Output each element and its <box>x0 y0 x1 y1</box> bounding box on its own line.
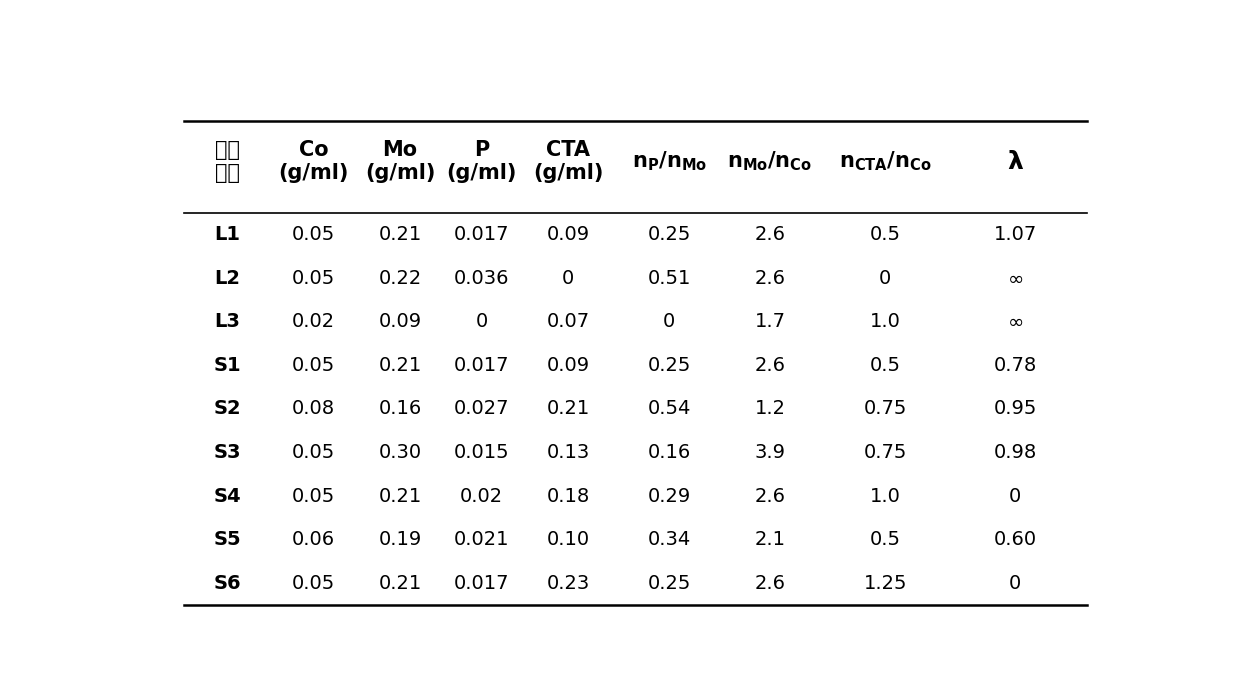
Text: 0.5: 0.5 <box>870 356 900 375</box>
Text: 0.16: 0.16 <box>647 443 691 462</box>
Text: 溶液
编号: 溶液 编号 <box>215 140 239 184</box>
Text: 0.13: 0.13 <box>547 443 590 462</box>
Text: 0.18: 0.18 <box>547 487 590 505</box>
Text: 0.02: 0.02 <box>291 312 335 332</box>
Text: S6: S6 <box>213 574 241 593</box>
Text: 0.19: 0.19 <box>378 530 422 549</box>
Text: 2.1: 2.1 <box>754 530 786 549</box>
Text: 1.0: 1.0 <box>870 487 900 505</box>
Text: CTA
(g/ml): CTA (g/ml) <box>533 140 604 184</box>
Text: 0.54: 0.54 <box>647 399 691 418</box>
Text: 0.51: 0.51 <box>647 269 691 288</box>
Text: 3.9: 3.9 <box>754 443 786 462</box>
Text: 2.6: 2.6 <box>754 225 786 244</box>
Text: $\infty$: $\infty$ <box>1007 269 1023 288</box>
Text: 0.05: 0.05 <box>291 487 335 505</box>
Text: 0.027: 0.027 <box>454 399 510 418</box>
Text: 0.22: 0.22 <box>378 269 422 288</box>
Text: 0: 0 <box>879 269 892 288</box>
Text: 0.25: 0.25 <box>647 225 691 244</box>
Text: 0.05: 0.05 <box>291 225 335 244</box>
Text: 0.34: 0.34 <box>647 530 691 549</box>
Text: 0.021: 0.021 <box>454 530 510 549</box>
Text: 0: 0 <box>562 269 574 288</box>
Text: S2: S2 <box>213 399 241 418</box>
Text: 1.2: 1.2 <box>754 399 786 418</box>
Text: 0.98: 0.98 <box>993 443 1037 462</box>
Text: 0.017: 0.017 <box>454 225 510 244</box>
Text: $\mathbf{n_{CTA}/n_{Co}}$: $\mathbf{n_{CTA}/n_{Co}}$ <box>839 150 931 174</box>
Text: 1.0: 1.0 <box>870 312 900 332</box>
Text: $\mathbf{\lambda}$: $\mathbf{\lambda}$ <box>1007 149 1024 174</box>
Text: 2.6: 2.6 <box>754 574 786 593</box>
Text: 0.5: 0.5 <box>870 225 900 244</box>
Text: 0.05: 0.05 <box>291 574 335 593</box>
Text: 0.017: 0.017 <box>454 356 510 375</box>
Text: Mo
(g/ml): Mo (g/ml) <box>365 140 435 184</box>
Text: 0.017: 0.017 <box>454 574 510 593</box>
Text: 2.6: 2.6 <box>754 487 786 505</box>
Text: 0.05: 0.05 <box>291 269 335 288</box>
Text: 0.036: 0.036 <box>454 269 510 288</box>
Text: 0.06: 0.06 <box>291 530 335 549</box>
Text: 2.6: 2.6 <box>754 356 786 375</box>
Text: S3: S3 <box>213 443 241 462</box>
Text: P
(g/ml): P (g/ml) <box>446 140 517 184</box>
Text: S5: S5 <box>213 530 241 549</box>
Text: 0.95: 0.95 <box>993 399 1037 418</box>
Text: 2.6: 2.6 <box>754 269 786 288</box>
Text: $\mathbf{n_P/n_{Mo}}$: $\mathbf{n_P/n_{Mo}}$ <box>631 150 707 174</box>
Text: 0.16: 0.16 <box>378 399 422 418</box>
Text: 0.05: 0.05 <box>291 356 335 375</box>
Text: 1.7: 1.7 <box>754 312 786 332</box>
Text: 0.25: 0.25 <box>647 574 691 593</box>
Text: 1.07: 1.07 <box>993 225 1037 244</box>
Text: 0.21: 0.21 <box>378 487 422 505</box>
Text: 0.5: 0.5 <box>870 530 900 549</box>
Text: 0.21: 0.21 <box>378 225 422 244</box>
Text: 0: 0 <box>1009 487 1022 505</box>
Text: 1.25: 1.25 <box>863 574 908 593</box>
Text: $\mathbf{n_{Mo}/n_{Co}}$: $\mathbf{n_{Mo}/n_{Co}}$ <box>728 150 812 174</box>
Text: 0.30: 0.30 <box>378 443 422 462</box>
Text: 0.09: 0.09 <box>547 225 590 244</box>
Text: 0: 0 <box>1009 574 1022 593</box>
Text: 0.29: 0.29 <box>647 487 691 505</box>
Text: 0.10: 0.10 <box>547 530 590 549</box>
Text: 0.25: 0.25 <box>647 356 691 375</box>
Text: 0.75: 0.75 <box>864 443 906 462</box>
Text: 0.08: 0.08 <box>291 399 335 418</box>
Text: 0.60: 0.60 <box>993 530 1037 549</box>
Text: Co
(g/ml): Co (g/ml) <box>278 140 348 184</box>
Text: 0.21: 0.21 <box>378 574 422 593</box>
Text: 0.75: 0.75 <box>864 399 906 418</box>
Text: 0.78: 0.78 <box>993 356 1037 375</box>
Text: 0.05: 0.05 <box>291 443 335 462</box>
Text: L3: L3 <box>215 312 241 332</box>
Text: 0.09: 0.09 <box>378 312 422 332</box>
Text: 0.09: 0.09 <box>547 356 590 375</box>
Text: 0.07: 0.07 <box>547 312 590 332</box>
Text: 0.015: 0.015 <box>454 443 510 462</box>
Text: L2: L2 <box>215 269 241 288</box>
Text: L1: L1 <box>215 225 241 244</box>
Text: 0.23: 0.23 <box>547 574 590 593</box>
Text: 0: 0 <box>663 312 676 332</box>
Text: $\infty$: $\infty$ <box>1007 312 1023 332</box>
Text: 0.21: 0.21 <box>378 356 422 375</box>
Text: S1: S1 <box>213 356 241 375</box>
Text: 0: 0 <box>476 312 487 332</box>
Text: 0.21: 0.21 <box>547 399 590 418</box>
Text: 0.02: 0.02 <box>460 487 503 505</box>
Text: S4: S4 <box>213 487 241 505</box>
